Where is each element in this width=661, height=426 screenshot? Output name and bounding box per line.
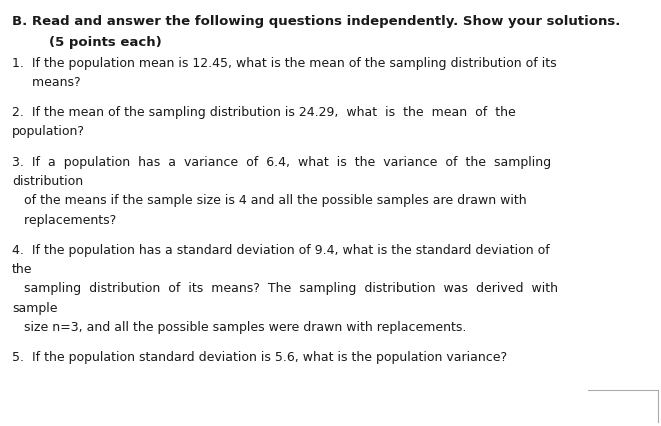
Text: means?: means? <box>12 76 81 89</box>
Text: the: the <box>12 263 32 276</box>
Text: B. Read and answer the following questions independently. Show your solutions.: B. Read and answer the following questio… <box>12 15 620 28</box>
Text: size n=3, and all the possible samples were drawn with replacements.: size n=3, and all the possible samples w… <box>12 321 466 334</box>
Text: 2.  If the mean of the sampling distribution is 24.29,  what  is  the  mean  of : 2. If the mean of the sampling distribut… <box>12 106 516 119</box>
Text: sampling  distribution  of  its  means?  The  sampling  distribution  was  deriv: sampling distribution of its means? The … <box>12 282 558 296</box>
Text: 5.  If the population standard deviation is 5.6, what is the population variance: 5. If the population standard deviation … <box>12 351 507 364</box>
Text: population?: population? <box>12 126 85 138</box>
Text: replacements?: replacements? <box>12 214 116 227</box>
Text: 4.  If the population has a standard deviation of 9.4, what is the standard devi: 4. If the population has a standard devi… <box>12 244 550 257</box>
Text: sample: sample <box>12 302 58 315</box>
Text: of the means if the sample size is 4 and all the possible samples are drawn with: of the means if the sample size is 4 and… <box>12 194 527 207</box>
Text: (5 points each): (5 points each) <box>12 36 162 49</box>
Text: distribution: distribution <box>12 175 83 188</box>
Text: 1.  If the population mean is 12.45, what is the mean of the sampling distributi: 1. If the population mean is 12.45, what… <box>12 57 557 70</box>
Text: 3.  If  a  population  has  a  variance  of  6.4,  what  is  the  variance  of  : 3. If a population has a variance of 6.4… <box>12 155 551 169</box>
